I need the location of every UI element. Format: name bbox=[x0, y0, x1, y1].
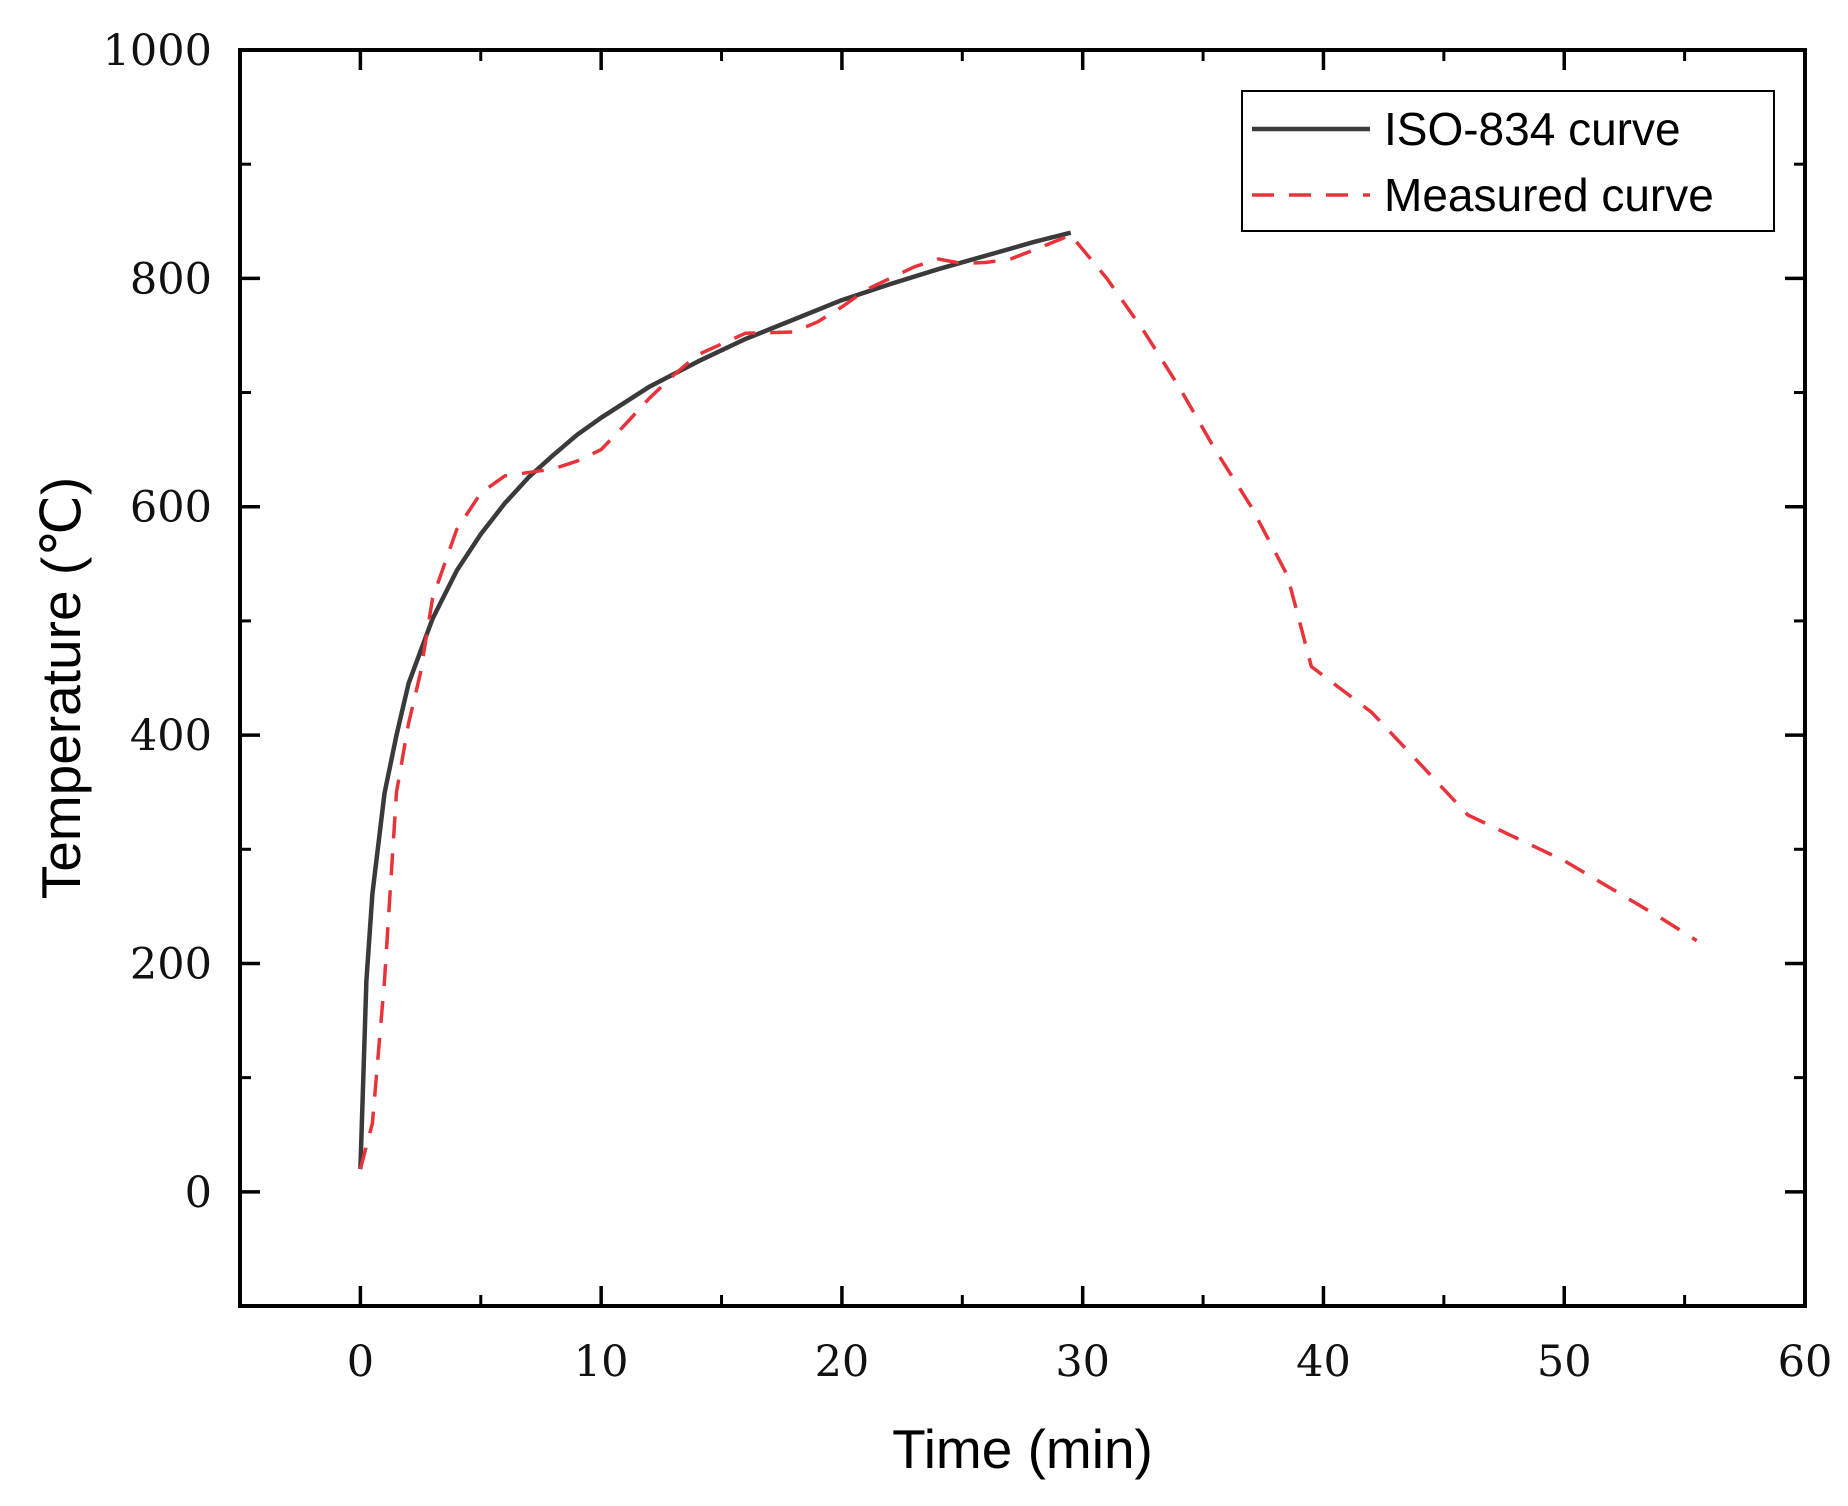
y-tick-label-0: 0 bbox=[185, 1168, 212, 1218]
legend-label-2: Measured curve bbox=[1384, 169, 1714, 221]
y-tick-label-1000: 1000 bbox=[103, 26, 212, 76]
legend: ISO-834 curve Measured curve bbox=[1241, 90, 1775, 232]
y-tick-label-400: 400 bbox=[130, 711, 212, 761]
series-line-1 bbox=[358, 230, 1072, 1170]
x-axis-title: Time (min) bbox=[892, 1418, 1153, 1480]
x-tick-label-50: 50 bbox=[1537, 1337, 1592, 1387]
x-tick-label-30: 30 bbox=[1055, 1337, 1110, 1387]
x-tick-label-60: 60 bbox=[1778, 1337, 1833, 1387]
series-line-2 bbox=[358, 233, 1698, 1170]
legend-label-1: ISO-834 curve bbox=[1384, 103, 1681, 155]
plot-series bbox=[358, 230, 1698, 1170]
y-axis-title: Temperature (℃) bbox=[30, 477, 92, 899]
x-tick-label-20: 20 bbox=[815, 1337, 870, 1387]
y-tick-label-800: 800 bbox=[130, 254, 212, 304]
legend-box bbox=[1241, 90, 1775, 232]
x-tick-label-0: 0 bbox=[347, 1337, 374, 1387]
x-tick-label-10: 10 bbox=[574, 1337, 629, 1387]
y-tick-label-600: 600 bbox=[130, 483, 212, 533]
y-tick-label-200: 200 bbox=[130, 939, 212, 989]
x-tick-label-40: 40 bbox=[1296, 1337, 1351, 1387]
plot-frame bbox=[238, 48, 1807, 1308]
